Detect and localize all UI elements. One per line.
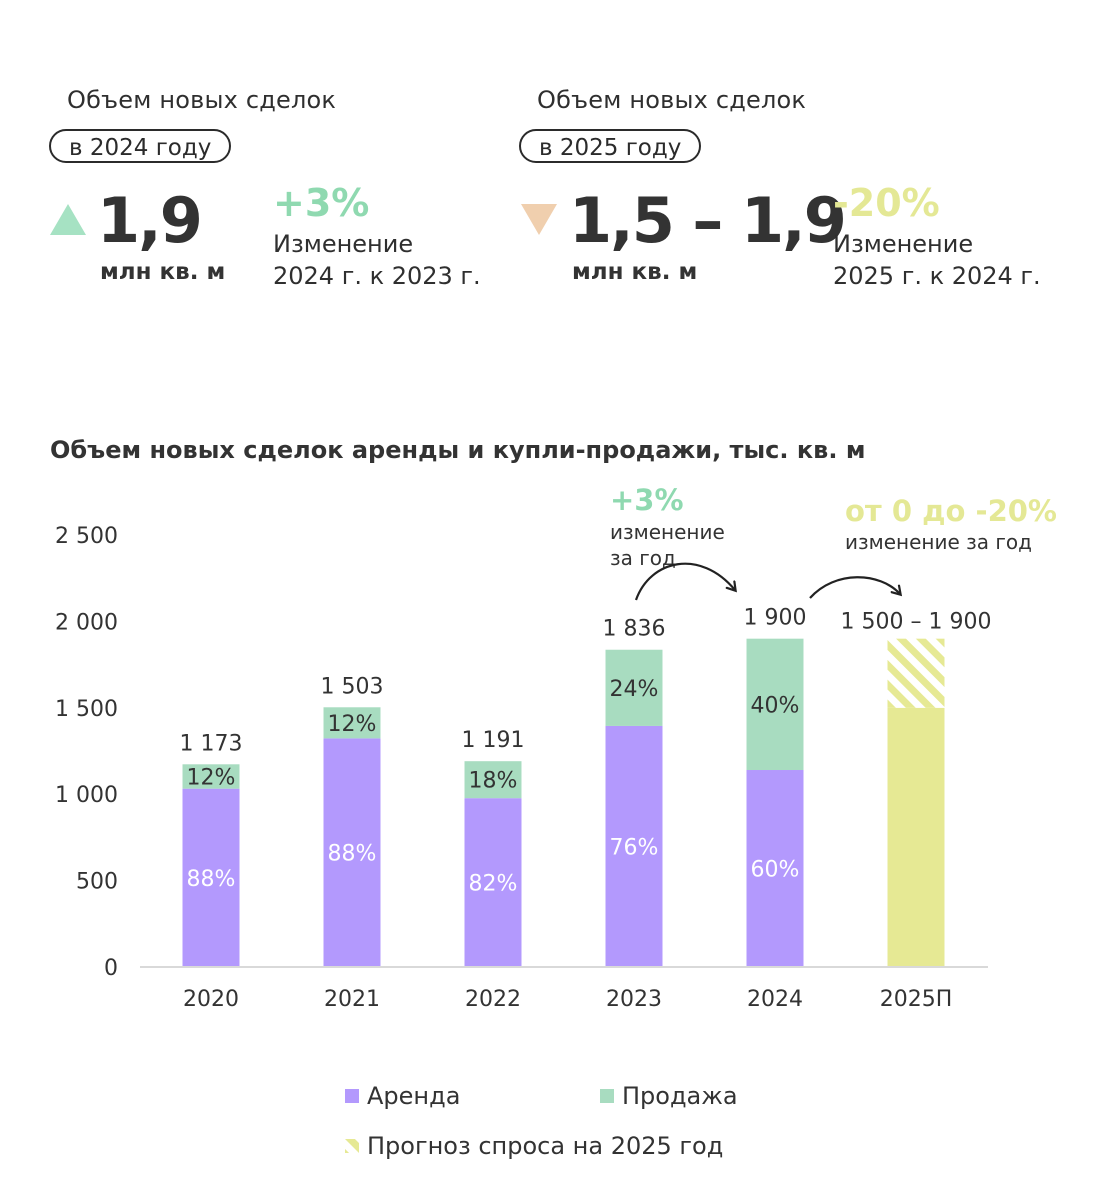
legend-label-sale: Продажа <box>622 1082 738 1110</box>
up-triangle-icon <box>49 203 87 240</box>
bar-total-label: 1 191 <box>462 728 525 753</box>
bar-sale-share-label: 12% <box>328 712 377 737</box>
bar-rent-share-label: 82% <box>469 872 518 897</box>
annotation-2024-text: изменение за год <box>610 520 731 570</box>
y-tick-label: 1 500 <box>55 697 118 722</box>
kpi-2024-label: Объем новых сделок <box>67 86 337 114</box>
bar-sale <box>605 649 663 726</box>
kpi-2024-delta-description: Изменение 2024 г. к 2023 г. <box>273 230 481 290</box>
y-tick-label: 0 <box>104 956 118 981</box>
y-tick-label: 1 000 <box>55 783 118 808</box>
bar-total-label: 1 836 <box>603 617 666 642</box>
bar-sale-share-label: 40% <box>751 693 800 718</box>
legend-label-rent: Аренда <box>367 1082 461 1110</box>
legend-item-sale: Продажа <box>600 1082 738 1110</box>
stacked-bar-chart: 0 500 1 000 1 500 2 000 2 500 2020 88% 12% 1 173… <box>55 483 1057 1012</box>
kpi-2024-year-pill: в 2024 году <box>49 129 232 163</box>
bar-sale-share-label: 18% <box>469 769 518 794</box>
annotation-2025-value: от 0 до -20% <box>845 494 1057 528</box>
bar-total-label: 1 173 <box>180 731 243 756</box>
kpi-2025-value: 1,5 – 1,9 <box>569 184 847 257</box>
bar-sale-share-label: 12% <box>187 765 236 790</box>
bar-rent-share-label: 88% <box>187 867 236 892</box>
bar-rent-share-label: 60% <box>751 858 800 883</box>
x-tick-label: 2023 <box>606 987 662 1012</box>
kpi-2025-unit: млн кв. м <box>572 259 698 285</box>
x-tick-label: 2024 <box>747 987 803 1012</box>
bar-sale <box>323 707 381 739</box>
legend-swatch-sale <box>600 1089 614 1103</box>
bar-sale <box>182 764 240 789</box>
kpi-2025-delta: -20% <box>833 181 940 225</box>
kpi-2024-value: 1,9 <box>97 184 203 257</box>
legend-item-rent: Аренда <box>345 1082 460 1110</box>
kpi-2024-delta: +3% <box>273 181 370 225</box>
bar-forecast-range <box>887 638 945 708</box>
legend-item-forecast: Прогноз спроса на 2025 год <box>345 1132 723 1160</box>
bar-rent <box>746 770 804 967</box>
y-tick-label: 2 000 <box>55 610 118 635</box>
bar-rent-share-label: 76% <box>610 835 659 860</box>
annotation-2024-arrow <box>634 562 735 601</box>
kpi-2025-year-pill: в 2025 году <box>519 129 702 163</box>
bar-rent <box>464 798 522 967</box>
bar-sale <box>464 761 522 799</box>
bar-rent <box>323 738 381 967</box>
down-triangle-icon <box>520 203 558 240</box>
y-tick-label: 2 500 <box>55 524 118 549</box>
bar-forecast-low <box>887 707 945 967</box>
legend-label-forecast: Прогноз спроса на 2025 год <box>367 1132 724 1160</box>
bar-sale-share-label: 24% <box>610 677 659 702</box>
bar-total-label: 1 900 <box>744 606 807 631</box>
x-tick-label: 2020 <box>183 987 239 1012</box>
bar-rent-share-label: 88% <box>328 842 377 867</box>
x-tick-label: 2021 <box>324 987 380 1012</box>
y-tick-label: 500 <box>76 870 118 895</box>
annotation-2025-text: изменение за год <box>845 530 1032 554</box>
chart-title: Объем новых сделок аренды и купли-продаж… <box>50 436 866 464</box>
annotation-2025-arrow <box>809 576 900 599</box>
kpi-2025-label: Объем новых сделок <box>537 86 807 114</box>
legend-swatch-forecast <box>345 1139 359 1153</box>
x-tick-label: 2022 <box>465 987 521 1012</box>
bar-total-label: 1 503 <box>321 674 384 699</box>
legend-swatch-rent <box>345 1089 359 1103</box>
bar-total-label: 1 500 – 1 900 <box>841 610 992 635</box>
kpi-2024-unit: млн кв. м <box>100 259 226 285</box>
annotation-2024-value: +3% <box>610 483 684 517</box>
bar-rent <box>182 788 240 967</box>
bar-rent <box>605 725 663 967</box>
bar-sale <box>746 638 804 771</box>
x-tick-label: 2025П <box>880 987 953 1012</box>
kpi-2025-delta-description: Изменение 2025 г. к 2024 г. <box>833 230 1041 290</box>
